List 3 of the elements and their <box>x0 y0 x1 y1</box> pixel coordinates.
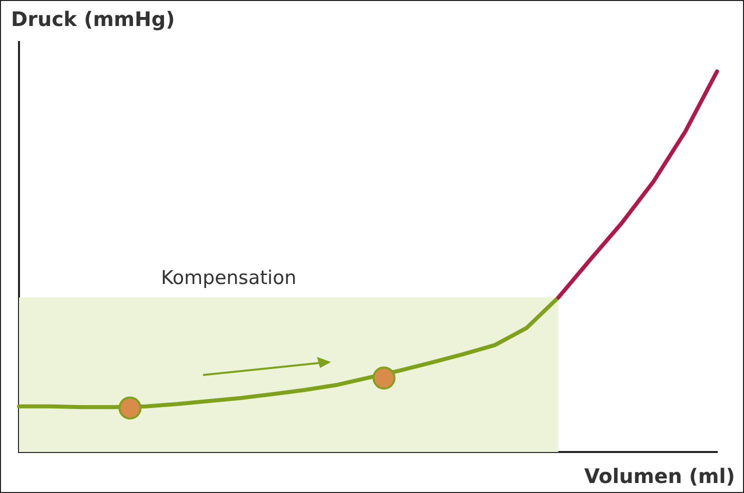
x-axis-title: Volumen (ml) <box>584 464 736 488</box>
band-label: Kompensation <box>160 266 296 289</box>
y-axis-title: Druck (mmHg) <box>11 7 175 31</box>
